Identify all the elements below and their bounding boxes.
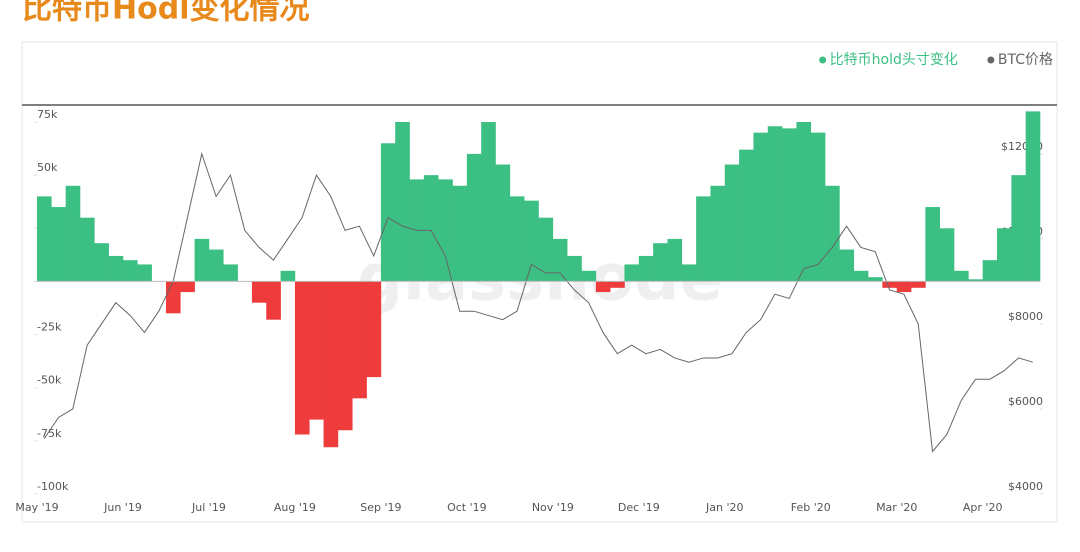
bar <box>681 264 697 282</box>
bar <box>552 238 568 282</box>
bar <box>208 249 224 282</box>
bar <box>796 122 812 282</box>
bar <box>624 264 640 282</box>
bar <box>753 132 769 282</box>
bar <box>509 196 525 282</box>
bar <box>280 270 296 282</box>
bar <box>294 281 310 435</box>
bar <box>997 228 1012 282</box>
y-tick-label: -25k <box>37 321 62 334</box>
bar <box>352 281 367 399</box>
y-tick-label: 50k <box>37 161 58 174</box>
bar <box>481 122 496 282</box>
bar <box>37 196 52 282</box>
bar <box>767 126 783 282</box>
bar <box>366 281 382 378</box>
x-tick-label: Feb '20 <box>791 501 831 514</box>
bar <box>423 175 439 282</box>
bar <box>739 149 754 282</box>
x-tick-label: Jul '19 <box>191 501 226 514</box>
x-tick-label: Mar '20 <box>876 501 917 514</box>
bar <box>165 281 181 314</box>
bar <box>982 260 998 282</box>
bar <box>581 270 597 282</box>
bar <box>839 249 855 282</box>
bar <box>595 281 611 293</box>
bar <box>825 185 840 282</box>
legend-label: 比特币hold头寸变化 <box>830 52 958 68</box>
x-tick-label: May '19 <box>15 501 58 514</box>
bar <box>968 279 983 282</box>
bar <box>524 200 539 282</box>
bar <box>438 179 453 282</box>
y2-tick-label: $8000 <box>1008 310 1043 323</box>
bar <box>853 270 869 282</box>
bar <box>939 228 955 282</box>
bar <box>868 277 883 282</box>
bar <box>724 164 740 282</box>
bar <box>122 260 138 282</box>
y-tick-label: -100k <box>37 480 69 493</box>
bar <box>667 238 683 282</box>
y-tick-label: -75k <box>37 427 62 440</box>
bar <box>251 281 267 303</box>
x-tick-label: Dec '19 <box>618 501 660 514</box>
bar <box>51 207 66 282</box>
x-tick-label: Jun '19 <box>103 501 142 514</box>
x-tick-label: Aug '19 <box>274 501 316 514</box>
bar <box>610 281 625 288</box>
price-line <box>43 152 1033 453</box>
bar <box>137 264 152 282</box>
y2-tick-label: $4000 <box>1008 480 1043 493</box>
y-tick-label: -50k <box>37 374 62 387</box>
bar <box>567 255 582 282</box>
bar <box>380 143 396 282</box>
bar <box>79 217 95 282</box>
bar <box>65 185 81 282</box>
bar <box>323 281 339 448</box>
bar <box>466 153 482 282</box>
bar <box>882 281 898 288</box>
bar <box>782 128 797 282</box>
bar <box>696 196 711 282</box>
bar <box>810 132 826 282</box>
bar <box>309 281 324 420</box>
bar <box>710 185 726 282</box>
bar <box>194 238 210 282</box>
bar <box>653 243 668 282</box>
y2-tick-label: $6000 <box>1008 395 1043 408</box>
legend-marker <box>987 56 995 64</box>
bar <box>1025 111 1041 282</box>
bar <box>180 281 195 293</box>
chart-frame <box>21 41 1058 523</box>
bar <box>94 243 109 282</box>
bar <box>452 185 468 282</box>
bar <box>896 281 912 293</box>
x-tick-label: Jan '20 <box>705 501 743 514</box>
bar <box>638 255 654 282</box>
legend-marker <box>819 56 827 64</box>
bar <box>337 281 353 431</box>
x-tick-label: Sep '19 <box>360 501 401 514</box>
bar <box>1011 175 1026 282</box>
bar <box>108 255 124 282</box>
legend-label: BTC价格 <box>998 52 1053 68</box>
bar <box>925 207 940 282</box>
bar <box>954 270 969 282</box>
bar <box>223 264 238 282</box>
x-tick-label: Nov '19 <box>532 501 574 514</box>
bar <box>538 217 554 282</box>
x-tick-label: Oct '19 <box>447 501 487 514</box>
bar <box>266 281 281 320</box>
y-tick-label: 75k <box>37 108 58 121</box>
x-tick-label: Apr '20 <box>963 501 1003 514</box>
bar <box>395 122 410 282</box>
bar <box>495 164 511 282</box>
chart-title: 比特币Hodl变化情况 <box>22 0 309 27</box>
bar <box>911 281 926 288</box>
